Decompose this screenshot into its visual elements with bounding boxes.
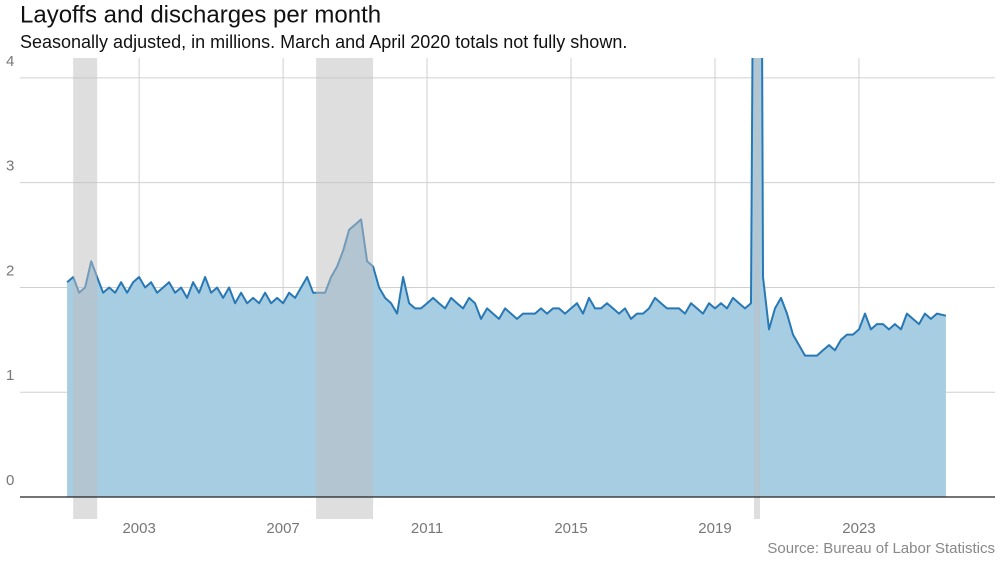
recession-band bbox=[753, 58, 760, 519]
chart-subtitle: Seasonally adjusted, in millions. March … bbox=[20, 32, 627, 52]
y-tick-label: 4 bbox=[6, 53, 14, 70]
recession-band bbox=[316, 58, 374, 519]
x-tick-label: 2007 bbox=[266, 520, 299, 537]
x-tick-label: 2003 bbox=[122, 520, 155, 537]
y-tick-label: 3 bbox=[6, 158, 14, 175]
x-tick-label: 2023 bbox=[842, 520, 875, 537]
data-line bbox=[66, 58, 947, 357]
chart-title: Layoffs and discharges per month bbox=[20, 1, 381, 28]
area-fill bbox=[67, 58, 946, 497]
y-tick-label: 0 bbox=[6, 472, 14, 489]
recession-band bbox=[73, 58, 98, 519]
x-tick-label: 2011 bbox=[411, 520, 443, 537]
x-tick-label: 2019 bbox=[698, 520, 731, 537]
y-tick-label: 1 bbox=[6, 367, 14, 384]
y-tick-label: 2 bbox=[6, 262, 14, 279]
source-note: Source: Bureau of Labor Statistics bbox=[767, 540, 995, 557]
plot-area bbox=[66, 58, 947, 497]
x-tick-label: 2015 bbox=[554, 520, 587, 537]
